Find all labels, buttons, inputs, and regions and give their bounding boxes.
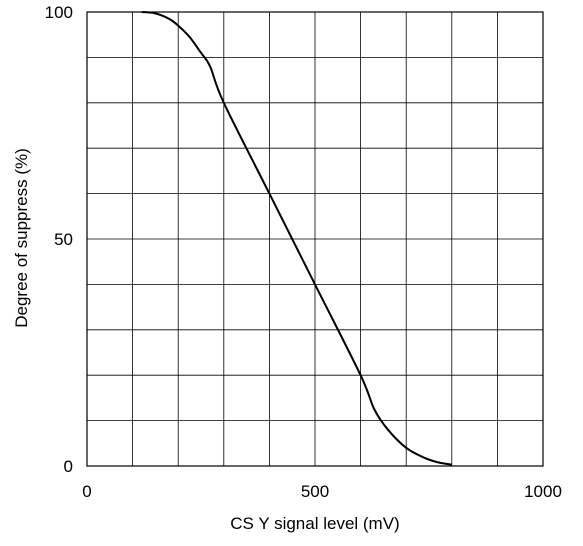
y-axis-label: Degree of suppress (%) bbox=[12, 148, 31, 328]
plot-frame bbox=[86, 11, 544, 467]
x-tick-label: 0 bbox=[82, 482, 91, 501]
x-tick-label: 500 bbox=[301, 482, 329, 501]
tick-labels: 0 500 1000 0 50 100 bbox=[45, 3, 562, 501]
y-tick-label: 100 bbox=[45, 3, 73, 22]
x-axis-label: CS Y signal level (mV) bbox=[230, 514, 399, 533]
series-line bbox=[141, 11, 452, 466]
y-tick-label: 50 bbox=[54, 230, 73, 249]
y-tick-label: 0 bbox=[64, 457, 73, 476]
x-tick-label: 1000 bbox=[524, 482, 562, 501]
grid bbox=[87, 12, 543, 466]
